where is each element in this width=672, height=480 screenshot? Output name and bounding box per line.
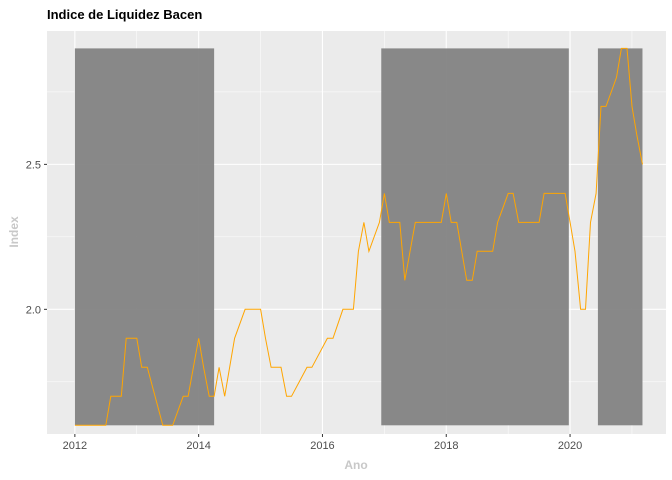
series-lines [74, 47, 643, 426]
y-tick-label: 2.5 [26, 159, 41, 171]
x-tick-label: 2012 [63, 440, 87, 452]
x-axis-ticks: 2012 2014 2016 2018 2020 [63, 434, 582, 452]
x-tick-label: 2018 [434, 440, 458, 452]
shaded-period [597, 48, 643, 426]
shaded-period [381, 48, 569, 426]
x-axis-title: Ano [344, 458, 367, 472]
x-tick-label: 2016 [310, 440, 334, 452]
x-tick-label: 2014 [186, 440, 210, 452]
shaded-period [74, 48, 215, 426]
y-tick-label: 2.0 [26, 304, 41, 316]
x-tick-label: 2020 [558, 440, 582, 452]
y-axis-title: Index [7, 216, 21, 248]
series-line [74, 47, 643, 426]
y-axis-ticks: 2.0 2.5 [26, 159, 47, 316]
chart-title: Indice de Liquidez Bacen [47, 7, 202, 22]
